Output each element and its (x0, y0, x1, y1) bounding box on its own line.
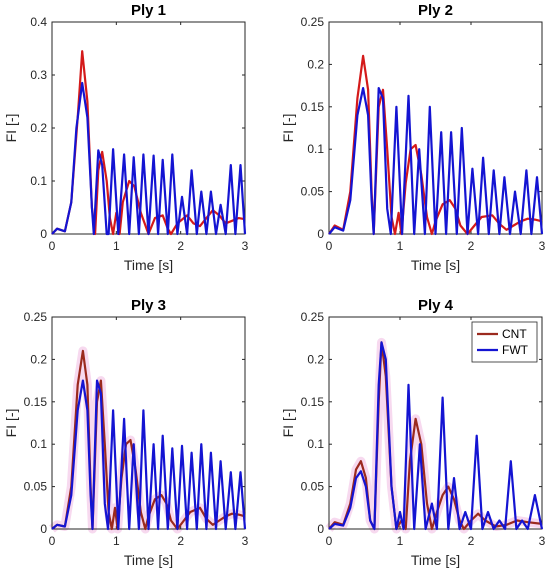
x-tick-label-ply-3: 1 (113, 534, 120, 548)
y-tick-label-ply-4: 0 (317, 522, 324, 536)
x-tick-label-ply-4: 1 (397, 534, 404, 548)
y-tick-label-ply-1: 0.3 (30, 68, 47, 82)
y-tick-label-ply-3: 0.2 (30, 352, 47, 366)
panel-ply-3: 0 1 2 3 0 0.05 0.1 0.15 0.2 0.25 Ply 3 Time [s] F… (3, 297, 249, 568)
x-tick-label-ply-4: 2 (468, 534, 475, 548)
panel-title-ply-2: Ply 2 (418, 2, 453, 19)
y-tick-label-ply-4: 0.05 (301, 480, 325, 494)
x-tick-label-ply-2: 1 (397, 239, 404, 253)
x-tick-label-ply-1: 3 (242, 239, 249, 253)
axes-box-ply-4 (328, 316, 543, 530)
y-tick-label-ply-2: 0.1 (307, 142, 324, 156)
x-tick-label-ply-1: 0 (49, 239, 56, 253)
y-axis-label-ply-3: FI [-] (3, 409, 19, 438)
legend: CNT FWT (471, 321, 538, 363)
x-tick-label-ply-2: 0 (326, 239, 333, 253)
series-line-cnt-ply-4 (328, 341, 543, 531)
x-axis-label-ply-2: Time [s] (411, 257, 460, 273)
y-tick-label-ply-1: 0.2 (30, 121, 47, 135)
series-line-fwt-ply-2 (328, 87, 544, 236)
y-tick-label-ply-2: 0.05 (301, 185, 325, 199)
y-axis-label-ply-2: FI [-] (280, 114, 296, 143)
y-tick-label-ply-3: 0.15 (24, 395, 48, 409)
panel-title-ply-1: Ply 1 (131, 2, 166, 19)
panel-ply-1: 0 1 2 3 0 0.1 0.2 0.3 0.4 Ply 1 Time [s] FI [-] (3, 2, 249, 273)
y-tick-label-ply-3: 0.25 (24, 310, 48, 324)
y-axis-label-ply-1: FI [-] (3, 114, 19, 143)
x-tick-label-ply-3: 0 (49, 534, 56, 548)
legend-box (471, 321, 538, 363)
x-tick-label-ply-1: 1 (113, 239, 120, 253)
panel-ply-2: 0 1 2 3 0 0.05 0.1 0.15 0.2 0.25 Ply 2 Time [s] F… (280, 2, 546, 273)
x-axis-label-ply-4: Time [s] (411, 552, 460, 568)
legend-label-fwt: FWT (502, 343, 529, 357)
series-line-fwt-ply-1 (51, 81, 247, 236)
y-tick-label-ply-1: 0.4 (30, 15, 47, 29)
x-tick-label-ply-3: 3 (242, 534, 249, 548)
y-tick-label-ply-2: 0.15 (301, 100, 325, 114)
x-axis-label-ply-3: Time [s] (124, 552, 173, 568)
x-tick-label-ply-3: 2 (177, 534, 184, 548)
series-line-cnt-ply-1 (51, 50, 246, 236)
x-tick-label-ply-4: 0 (326, 534, 333, 548)
y-tick-label-ply-3: 0.1 (30, 437, 47, 451)
y-tick-label-ply-3: 0.05 (24, 480, 48, 494)
y-tick-label-ply-1: 0.1 (30, 174, 47, 188)
y-tick-label-ply-4: 0.1 (307, 437, 324, 451)
y-tick-label-ply-1: 0 (40, 227, 47, 241)
legend-label-cnt: CNT (502, 327, 527, 341)
series-line-fwt-ply-3 (51, 379, 247, 531)
panel-ply-4: 0 1 2 3 0 0.05 0.1 0.15 0.2 0.25 Ply 4 Time [s] F… (280, 297, 546, 568)
y-tick-label-ply-2: 0.25 (301, 15, 325, 29)
x-tick-label-ply-1: 2 (177, 239, 184, 253)
y-tick-label-ply-3: 0 (40, 522, 47, 536)
y-tick-label-ply-2: 0.2 (307, 57, 324, 71)
x-tick-label-ply-2: 2 (468, 239, 475, 253)
y-tick-label-ply-4: 0.25 (301, 310, 325, 324)
x-axis-label-ply-1: Time [s] (124, 257, 173, 273)
y-axis-label-ply-4: FI [-] (280, 409, 296, 438)
x-tick-label-ply-2: 3 (539, 239, 546, 253)
y-tick-label-ply-4: 0.2 (307, 352, 324, 366)
panel-title-ply-4: Ply 4 (418, 297, 454, 314)
y-tick-label-ply-4: 0.15 (301, 395, 325, 409)
panel-title-ply-3: Ply 3 (131, 297, 166, 314)
x-tick-label-ply-4: 3 (539, 534, 546, 548)
series-line-fwt-ply-4 (328, 341, 544, 531)
y-tick-label-ply-2: 0 (317, 227, 324, 241)
